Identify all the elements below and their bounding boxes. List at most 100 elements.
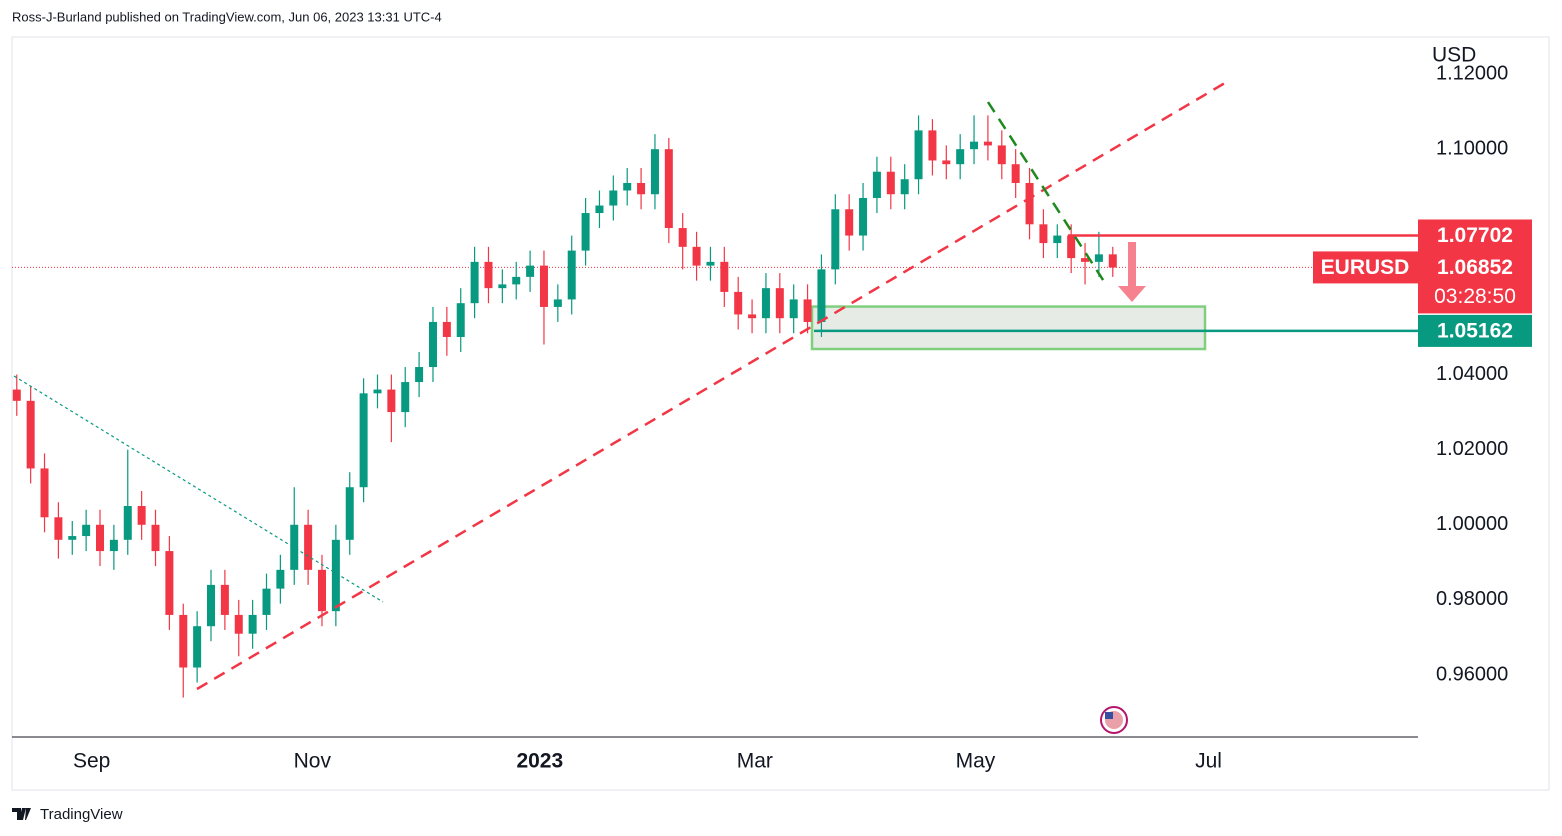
candle-body <box>983 141 992 146</box>
candle-body <box>512 276 521 285</box>
candle-body <box>290 524 299 570</box>
arrow <box>1118 242 1146 302</box>
candle-body <box>373 389 382 394</box>
candle-body <box>331 539 340 612</box>
footer-brand: TradingView <box>40 806 123 823</box>
frame <box>11 36 1550 791</box>
y-tick-label: 1.00000 <box>1436 513 1508 535</box>
trendline <box>196 78 1231 691</box>
candle-body <box>928 130 937 161</box>
candle-body <box>12 389 21 401</box>
candle-body <box>1053 235 1062 244</box>
x-tick-label: May <box>956 750 996 773</box>
candle-body <box>220 584 229 615</box>
level-label-box <box>1418 314 1532 347</box>
candle-body <box>859 198 868 236</box>
candle-body <box>567 250 576 300</box>
candle-body <box>886 171 895 195</box>
flag-icon <box>1100 706 1128 734</box>
x-tick-label: 2023 <box>516 750 563 773</box>
candle-body <box>817 269 826 322</box>
countdown: 03:28:50 <box>1434 285 1516 308</box>
candle-body <box>179 614 188 668</box>
candle-body <box>1081 258 1090 262</box>
y-tick-label: 1.12000 <box>1436 62 1508 84</box>
candle-body <box>387 389 396 413</box>
candle-body <box>262 588 271 615</box>
y-tick-label: 0.98000 <box>1436 588 1508 610</box>
candle-body <box>831 209 840 270</box>
candle-body <box>761 288 770 319</box>
candle-body <box>415 367 424 383</box>
candle-body <box>595 205 604 214</box>
last-price-box <box>1418 251 1532 314</box>
x-tick-label: Nov <box>294 750 332 773</box>
candle-body <box>123 506 132 540</box>
candle-body <box>720 261 729 292</box>
currency-label: USD <box>1432 44 1476 67</box>
candle-body <box>359 393 368 488</box>
candle-body <box>498 284 507 289</box>
candle-body <box>401 382 410 413</box>
candle-body <box>775 288 784 319</box>
candle-body <box>428 321 437 368</box>
support-zone <box>810 305 1207 351</box>
candle-body <box>165 551 174 615</box>
candle-body <box>845 209 854 236</box>
logo <box>12 808 31 820</box>
candle-body <box>942 160 951 165</box>
y-tick-label: 0.96000 <box>1436 663 1508 685</box>
candle-body <box>734 291 743 315</box>
candle-body <box>539 265 548 307</box>
level-label-box <box>1418 219 1532 252</box>
candle-body <box>137 506 146 525</box>
candle-body <box>1094 254 1103 262</box>
level-label: 1.07702 <box>1437 224 1513 247</box>
candle-body <box>276 569 285 589</box>
candle-body <box>581 213 590 251</box>
candle-body <box>470 261 479 304</box>
candle-body <box>207 584 216 627</box>
candle-body <box>623 182 632 191</box>
candle-body <box>872 171 881 199</box>
candle-body <box>151 524 160 552</box>
candle-body <box>706 261 715 266</box>
x-tick-label: Jul <box>1195 750 1222 773</box>
plot <box>12 115 1418 698</box>
candle-body <box>970 141 979 150</box>
candle-body <box>26 400 35 469</box>
candle-body <box>914 130 923 180</box>
candle-body <box>1067 235 1076 259</box>
candle-body <box>526 265 535 277</box>
candle-body <box>650 149 659 195</box>
candle-body <box>803 299 812 322</box>
symbol-label: EURUSD <box>1321 256 1410 279</box>
y-tick-label: 1.02000 <box>1436 438 1508 460</box>
candle-body <box>68 536 77 540</box>
candle-body <box>54 517 63 540</box>
candle-body <box>789 299 798 319</box>
y-tick-label: 1.10000 <box>1436 137 1508 159</box>
candle-body <box>1025 182 1034 225</box>
candle-body <box>456 303 465 337</box>
candle-body <box>1011 164 1020 183</box>
candle-body <box>40 468 49 518</box>
candle-body <box>553 299 562 307</box>
candle-body <box>248 614 257 634</box>
trendline <box>986 101 1107 284</box>
candle-body <box>1039 224 1048 244</box>
candle-body <box>637 182 646 195</box>
candle-body <box>609 190 618 206</box>
last-price-label: 1.06852 <box>1437 256 1513 279</box>
candle-body <box>484 261 493 289</box>
level-label: 1.05162 <box>1437 319 1513 342</box>
candle-body <box>900 179 909 195</box>
candle-body <box>193 626 202 668</box>
candle-body <box>748 314 757 319</box>
candle-body <box>956 149 965 165</box>
x-tick-label: Sep <box>73 750 110 773</box>
trendline <box>13 375 384 603</box>
candle-body <box>345 487 354 540</box>
candle-body <box>664 149 673 229</box>
